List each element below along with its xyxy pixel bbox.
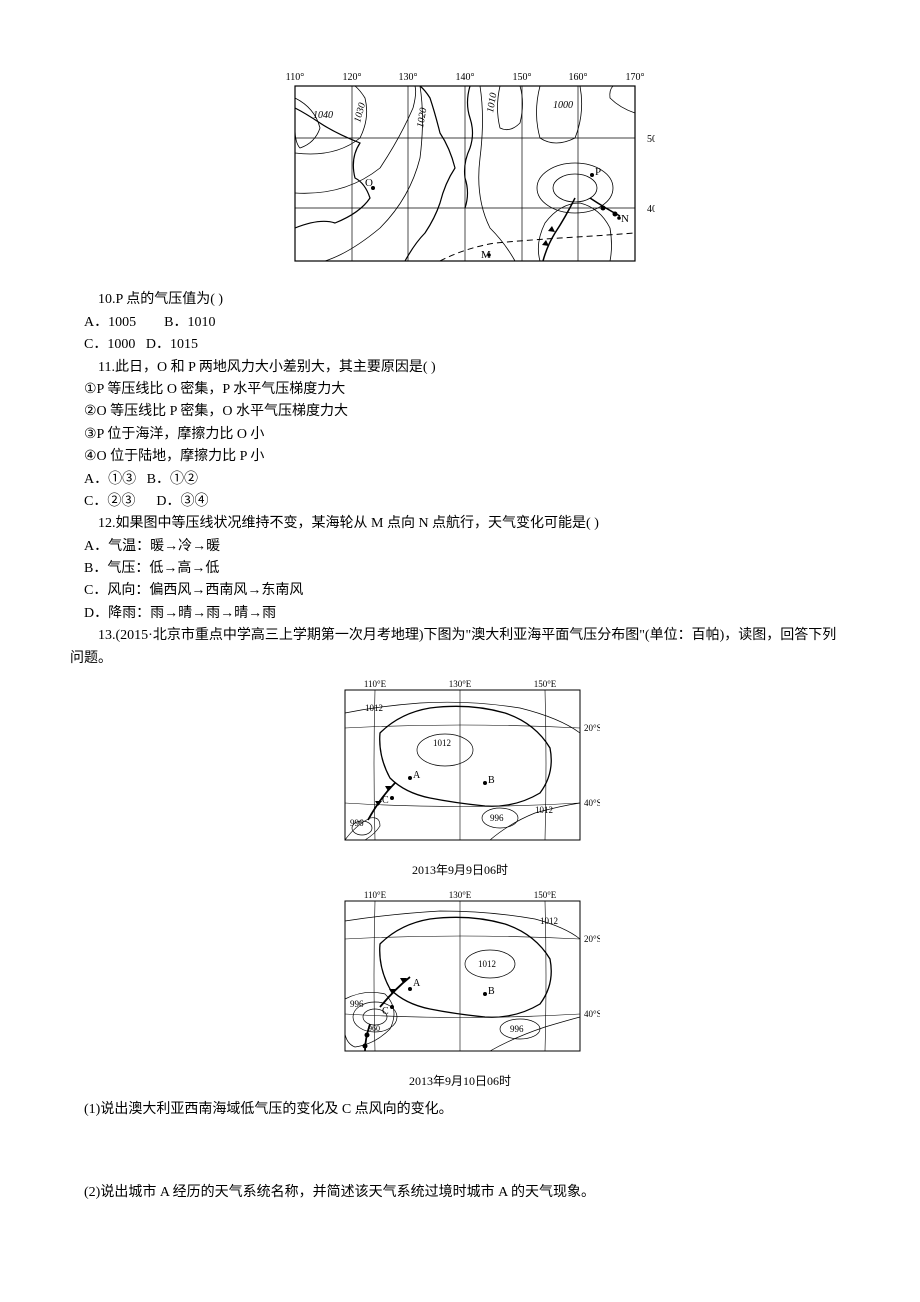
svg-text:1040: 1040 (313, 110, 333, 121)
svg-text:110°E: 110°E (364, 890, 387, 900)
svg-text:O: O (365, 177, 373, 189)
svg-text:1012: 1012 (535, 805, 553, 815)
svg-text:40°: 40° (647, 204, 655, 215)
q11-opt-a: A．①③ (84, 472, 136, 487)
svg-text:996: 996 (350, 818, 364, 828)
q11-s4: ④O 位于陆地，摩擦力比 P 小 (70, 446, 850, 468)
question-13-intro: 13.(2015·北京市重点中学高三上学期第一次月考地理)下图为"澳大利亚海平面… (70, 625, 850, 670)
figure-2-caption: 2013年9月9日06时 (70, 861, 850, 880)
svg-text:996: 996 (510, 1024, 524, 1034)
svg-text:A: A (413, 770, 421, 781)
svg-text:1012: 1012 (433, 738, 451, 748)
question-10-text: 10.P 点的气压值为( ) (70, 289, 850, 311)
svg-text:1012: 1012 (365, 703, 383, 713)
svg-text:120°: 120° (343, 72, 362, 83)
svg-text:110°E: 110°E (364, 679, 387, 689)
q12-opt-a: A．气温：暖→冷→暖 (70, 536, 850, 558)
figure-1: 110° 120° 130° 140° 150° 160° 170° 50° 4… (70, 68, 850, 281)
svg-text:1000: 1000 (553, 100, 573, 111)
q10-opt-a-b: A．1005 B．1010 (70, 312, 850, 334)
q13-sub2: (2)说出城市 A 经历的天气系统名称，并简述该天气系统过境时城市 A 的天气现… (70, 1182, 850, 1204)
svg-text:20°S: 20°S (584, 934, 600, 944)
svg-text:130°: 130° (399, 72, 418, 83)
svg-text:150°E: 150°E (534, 679, 557, 689)
q10-opt-b: B．1010 (164, 315, 215, 330)
q11-opt-d: D．③④ (156, 494, 208, 509)
svg-text:130°E: 130°E (449, 679, 472, 689)
figure-2: 110°E 130°E 150°E 20°S 40°S 1012 1012 10… (70, 678, 850, 881)
svg-text:996: 996 (350, 999, 364, 1009)
svg-text:N: N (621, 213, 629, 225)
svg-text:110°: 110° (286, 72, 305, 83)
svg-text:P: P (595, 166, 601, 178)
svg-text:160°: 160° (569, 72, 588, 83)
q12-opt-d: D．降雨：雨→晴→雨→晴→雨 (70, 603, 850, 625)
svg-text:1012: 1012 (478, 959, 496, 969)
svg-text:150°E: 150°E (534, 890, 557, 900)
svg-text:1020: 1020 (415, 107, 429, 129)
q11-s1: ①P 等压线比 O 密集，P 水平气压梯度力大 (70, 379, 850, 401)
svg-text:130°E: 130°E (449, 890, 472, 900)
q10-opt-c: C．1000 (84, 337, 135, 352)
q11-s2: ②O 等压线比 P 密集，O 水平气压梯度力大 (70, 401, 850, 423)
svg-text:1012: 1012 (540, 916, 558, 926)
q11-opt-c: C．②③ (84, 494, 135, 509)
question-12-text: 12.如果图中等压线状况维持不变，某海轮从 M 点向 N 点航行，天气变化可能是… (70, 513, 850, 535)
q11-opt-c-d: C．②③ D．③④ (70, 491, 850, 513)
q11-opt-b: B．①② (147, 472, 198, 487)
svg-text:170°: 170° (626, 72, 645, 83)
figure-3: 110°E 130°E 150°E 20°S 40°S 1012 1012 99… (70, 889, 850, 1092)
question-11-text: 11.此日，O 和 P 两地风力大小差别大，其主要原因是( ) (70, 357, 850, 379)
svg-text:C: C (382, 1006, 389, 1017)
q11-s3: ③P 位于海洋，摩擦力比 O 小 (70, 424, 850, 446)
q10-opt-d: D．1015 (146, 337, 198, 352)
svg-text:B: B (488, 986, 495, 997)
q10-opt-c-d: C．1000 D．1015 (70, 334, 850, 356)
q10-opt-a: A．1005 (84, 315, 136, 330)
svg-text:C: C (382, 795, 389, 806)
q12-opt-c: C．风向：偏西风→西南风→东南风 (70, 580, 850, 602)
svg-text:20°S: 20°S (584, 723, 600, 733)
q11-opt-a-b: A．①③ B．①② (70, 469, 850, 491)
svg-text:A: A (413, 978, 421, 989)
svg-text:150°: 150° (513, 72, 532, 83)
svg-text:40°S: 40°S (584, 1009, 600, 1019)
svg-text:B: B (488, 775, 495, 786)
q13-sub1: (1)说出澳大利亚西南海域低气压的变化及 C 点风向的变化。 (70, 1099, 850, 1121)
svg-text:140°: 140° (456, 72, 475, 83)
figure-3-caption: 2013年9月10日06时 (70, 1072, 850, 1091)
svg-text:50°: 50° (647, 134, 655, 145)
q12-opt-b: B．气压：低→高→低 (70, 558, 850, 580)
svg-text:40°S: 40°S (584, 798, 600, 808)
svg-text:996: 996 (490, 813, 504, 823)
